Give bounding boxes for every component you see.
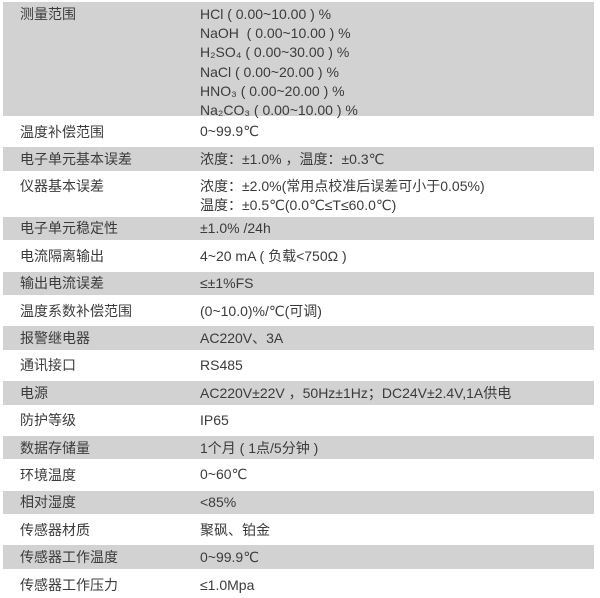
row-label: 传感器工作温度	[20, 549, 118, 566]
row-label: 测量范围	[20, 6, 76, 22]
row-label: 环境温度	[20, 466, 76, 483]
row-values: 0~99.9℃	[200, 123, 594, 140]
value-line: IP65	[200, 412, 229, 429]
table-row-current-isolated-output: 电流隔离输出 4~20 mA ( 负载<750Ω )	[3, 242, 594, 269]
row-values: <85%	[200, 494, 594, 510]
value-line: 温度：±0.5℃(0.0℃≤T≤60.0℃)	[200, 196, 397, 213]
value-line: NaCl ( 0.00~20.00 ) %	[200, 63, 339, 80]
table-row-temp-coefficient-range: 温度系数补偿范围 (0~10.0)%/℃(可调)	[3, 297, 594, 324]
value-line: ≤±1%FS	[200, 275, 254, 292]
row-label: 电源	[20, 384, 48, 401]
row-label: 电子单元基本误差	[20, 151, 132, 168]
row-values: 4~20 mA ( 负载<750Ω )	[200, 246, 594, 266]
row-values: 0~99.9℃	[200, 549, 594, 566]
row-values: 浓度：±2.0%(常用点校准后误差可小于0.05%) 温度：±0.5℃(0.0℃…	[200, 177, 594, 215]
row-label: 仪器基本误差	[20, 177, 104, 194]
row-label: 防护等级	[20, 412, 76, 429]
row-values: ≤±1%FS	[200, 275, 594, 291]
row-label: 温度补偿范围	[20, 123, 104, 140]
table-row-ambient-temperature: 环境温度 0~60℃	[3, 461, 594, 488]
value-line: AC220V、3A	[200, 330, 284, 347]
row-values: 浓度：±1.0% ，温度：±0.3℃	[200, 149, 594, 169]
row-values: AC220V、3A	[200, 328, 594, 348]
row-label: 温度系数补偿范围	[20, 302, 132, 319]
value-line: NaOH ( 0.00~10.00 ) %	[200, 25, 351, 42]
row-values: AC220V±22V ，50Hz±1Hz；DC24V±2.4V,1A供电	[200, 383, 594, 403]
value-line: 4~20 mA ( 负载<750Ω )	[200, 247, 347, 264]
table-row-sensor-working-pressure: 传感器工作压力 ≤1.0Mpa	[3, 571, 594, 598]
table-row-measure-range: 测量范围 HCl ( 0.00~10.00 ) % NaOH ( 0.00~10…	[3, 0, 594, 118]
row-label: 传感器工作压力	[20, 576, 118, 593]
value-line: 0~99.9℃	[200, 123, 259, 140]
row-values: 1个月 ( 1点/5分钟 )	[200, 438, 594, 458]
table-row-data-storage: 数据存储量 1个月 ( 1点/5分钟 )	[3, 433, 594, 462]
value-line: 聚砜、铂金	[200, 521, 270, 538]
row-values: ≤1.0Mpa	[200, 577, 594, 593]
row-label: 通讯接口	[20, 357, 76, 374]
row-values: ±1.0% /24h	[200, 220, 594, 236]
value-line: 浓度：±1.0% ，温度：±0.3℃	[200, 151, 385, 168]
table-row-sensor-material: 传感器材质 聚砜、铂金	[3, 516, 594, 543]
value-line: HCl ( 0.00~10.00 ) %	[200, 6, 332, 22]
table-row-protection-rating: 防护等级 IP65	[3, 407, 594, 434]
value-line: 浓度：±2.0%(常用点校准后误差可小于0.05%)	[200, 177, 485, 194]
row-label: 相对湿度	[20, 494, 76, 511]
value-line: Na₂CO₃ ( 0.00~10.00 ) %	[200, 102, 358, 119]
table-row-electronic-unit-basic-error: 电子单元基本误差 浓度：±1.0% ，温度：±0.3℃	[3, 145, 594, 173]
row-values: 0~60℃	[200, 466, 594, 483]
row-label: 传感器材质	[20, 521, 90, 538]
row-label: 电流隔离输出	[20, 247, 104, 264]
row-values: 聚砜、铂金	[200, 520, 594, 540]
row-values: HCl ( 0.00~10.00 ) % NaOH ( 0.00~10.00 )…	[200, 5, 594, 120]
value-line: 1个月 ( 1点/5分钟 )	[200, 439, 319, 456]
value-line: HNO₃ ( 0.00~20.00 ) %	[200, 82, 345, 99]
value-line: RS485	[200, 357, 243, 374]
value-line: <85%	[200, 494, 237, 511]
row-label: 输出电流误差	[20, 275, 104, 292]
row-label: 电子单元稳定性	[20, 220, 118, 237]
table-row-alarm-relay: 报警继电器 AC220V、3A	[3, 324, 594, 352]
table-row-electronic-unit-stability: 电子单元稳定性 ±1.0% /24h	[3, 214, 594, 243]
value-line: AC220V±22V ，50Hz±1Hz；DC24V±2.4V,1A供电	[200, 384, 512, 401]
value-line: ±1.0% /24h	[200, 220, 271, 237]
table-row-temp-compensation-range: 温度补偿范围 0~99.9℃	[3, 118, 594, 145]
value-line: (0~10.0)%/℃(可调)	[200, 302, 322, 319]
row-label: 报警继电器	[20, 330, 90, 347]
table-row-output-current-error: 输出电流误差 ≤±1%FS	[3, 269, 594, 297]
row-values: RS485	[200, 357, 594, 373]
value-line: H₂SO₄ ( 0.00~30.00 ) %	[200, 44, 350, 61]
row-values: (0~10.0)%/℃(可调)	[200, 301, 594, 321]
row-values: IP65	[200, 412, 594, 428]
value-line: 0~60℃	[200, 466, 248, 483]
table-row-sensor-working-temperature: 传感器工作温度 0~99.9℃	[3, 543, 594, 571]
table-row-power-supply: 电源 AC220V±22V ，50Hz±1Hz；DC24V±2.4V,1A供电	[3, 379, 594, 407]
table-row-instrument-basic-error: 仪器基本误差 浓度：±2.0%(常用点校准后误差可小于0.05%) 温度：±0.…	[3, 173, 594, 215]
row-label: 数据存储量	[20, 439, 90, 456]
table-row-communication-interface: 通讯接口 RS485	[3, 352, 594, 379]
table-row-relative-humidity: 相对湿度 <85%	[3, 488, 594, 517]
value-line: ≤1.0Mpa	[200, 576, 255, 593]
value-line: 0~99.9℃	[200, 548, 259, 565]
